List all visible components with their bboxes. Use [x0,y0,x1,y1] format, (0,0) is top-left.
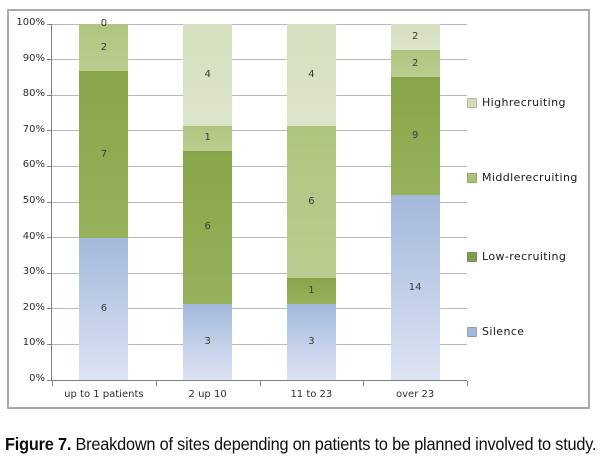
figure-caption: Figure 7. Breakdown of sites depending o… [5,434,608,455]
y-tick-label: 80% [22,88,45,100]
data-label: 0 [100,18,108,29]
bar-segment-low-recruiting [79,71,129,238]
y-axis-tick [47,308,52,310]
y-tick-label: 30% [22,266,45,278]
bar-segment-highrecruiting [390,24,440,51]
legend-swatch-icon [467,97,477,108]
data-label: 6 [308,196,315,207]
y-axis-tick [47,379,52,381]
bar-segment-middlerecruiting [390,50,440,77]
bar-segment-low-recruiting [390,76,440,196]
data-label: 9 [411,130,419,142]
bar-segment-middlerecruiting [79,24,129,72]
plot-area: 6 7 2 0 3 6 1 4 3 1 6 4 14 9 2 2 [47,18,468,386]
gridline-10 [52,343,467,345]
x-axis-tick [52,381,53,386]
bar-segment-highrecruiting [183,24,233,126]
x-category-label: up to 1 patients [64,389,144,400]
x-axis-tick [467,381,468,386]
y-axis-tick [47,94,52,96]
legend-swatch-icon [467,326,477,337]
bar-segment-low-recruiting [286,278,336,304]
y-tick-label: 90% [22,52,45,64]
legend-label: Low-recruiting [482,250,567,263]
data-label: 6 [100,302,108,314]
data-label: 2 [411,57,419,69]
data-label: 3 [308,335,315,347]
x-axis-line [52,380,467,381]
bar-segment-silence [183,303,233,380]
y-tick-label: 40% [22,230,45,242]
x-axis-tick [259,381,261,386]
legend-item-middlerecruiting: Middlerecruiting [467,171,578,184]
gridline-80 [52,94,467,96]
x-axis-tick [363,381,365,386]
y-tick-label: 0% [29,373,45,384]
legend-swatch-icon [467,172,477,183]
data-label: 1 [204,132,211,144]
x-axis-tick [155,381,157,386]
data-label: 2 [411,31,419,43]
legend-item-highrecruiting: Highrecruiting [467,96,566,109]
gridline-20 [52,308,467,310]
legend-label: Silence [482,325,525,338]
y-tick-label: 100% [16,17,45,28]
legend-item-low-recruiting: Low-recruiting [467,250,566,263]
gridline-100 [52,23,467,25]
y-axis-tick [47,59,52,61]
data-label: 1 [308,285,315,296]
y-tick-label: 10% [22,337,45,349]
legend-label: Middlerecruiting [482,171,578,184]
y-axis-tick [47,23,52,25]
data-label: 4 [308,68,315,80]
bar-segment-highrecruiting [286,24,336,126]
bar-segment-middlerecruiting [286,125,336,279]
gridline-40 [52,237,467,239]
gridline-70 [52,130,467,132]
data-label: 2 [100,41,108,53]
y-tick-label: 60% [22,159,45,171]
y-tick-label: 20% [22,301,45,313]
gridline-90 [52,59,467,61]
x-category-label: 11 to 23 [290,389,333,400]
gridline-30 [52,272,467,274]
gridline-60 [52,165,467,167]
y-axis-tick [47,165,52,167]
y-axis-tick [47,237,52,239]
bar-segment-silence [390,195,440,380]
legend-item-silence: Silence [467,325,524,338]
legend-swatch-icon [467,251,477,262]
data-label: 7 [100,148,108,160]
y-axis-tick [47,130,52,132]
gridline-50 [52,201,467,203]
y-axis-tick [47,201,52,203]
legend-label: Highrecruiting [482,96,566,109]
x-category-label: 2 up 10 [188,389,227,400]
data-label: 3 [204,335,211,347]
data-label: 14 [408,281,422,293]
bar-segment-middlerecruiting [183,125,233,152]
data-label: 4 [204,68,211,80]
y-axis-line [51,24,52,380]
caption-text: Breakdown of sites depending on patients… [71,434,597,454]
y-tick-label: 70% [22,123,45,135]
y-tick-label: 50% [22,195,45,206]
chart: 6 7 2 0 3 6 1 4 3 1 6 4 14 9 2 2 0% 10% 20% 30% 40% 50% 60% 70… [7,9,590,409]
bar-segment-silence [286,303,336,380]
bar-segment-silence [79,237,129,380]
x-category-label: over 23 [396,389,435,400]
figure-label: Figure 7. [5,434,72,454]
bar-segment-low-recruiting [183,151,233,304]
data-label: 6 [204,221,211,233]
y-axis-tick [47,272,52,274]
y-axis-tick [47,343,52,345]
